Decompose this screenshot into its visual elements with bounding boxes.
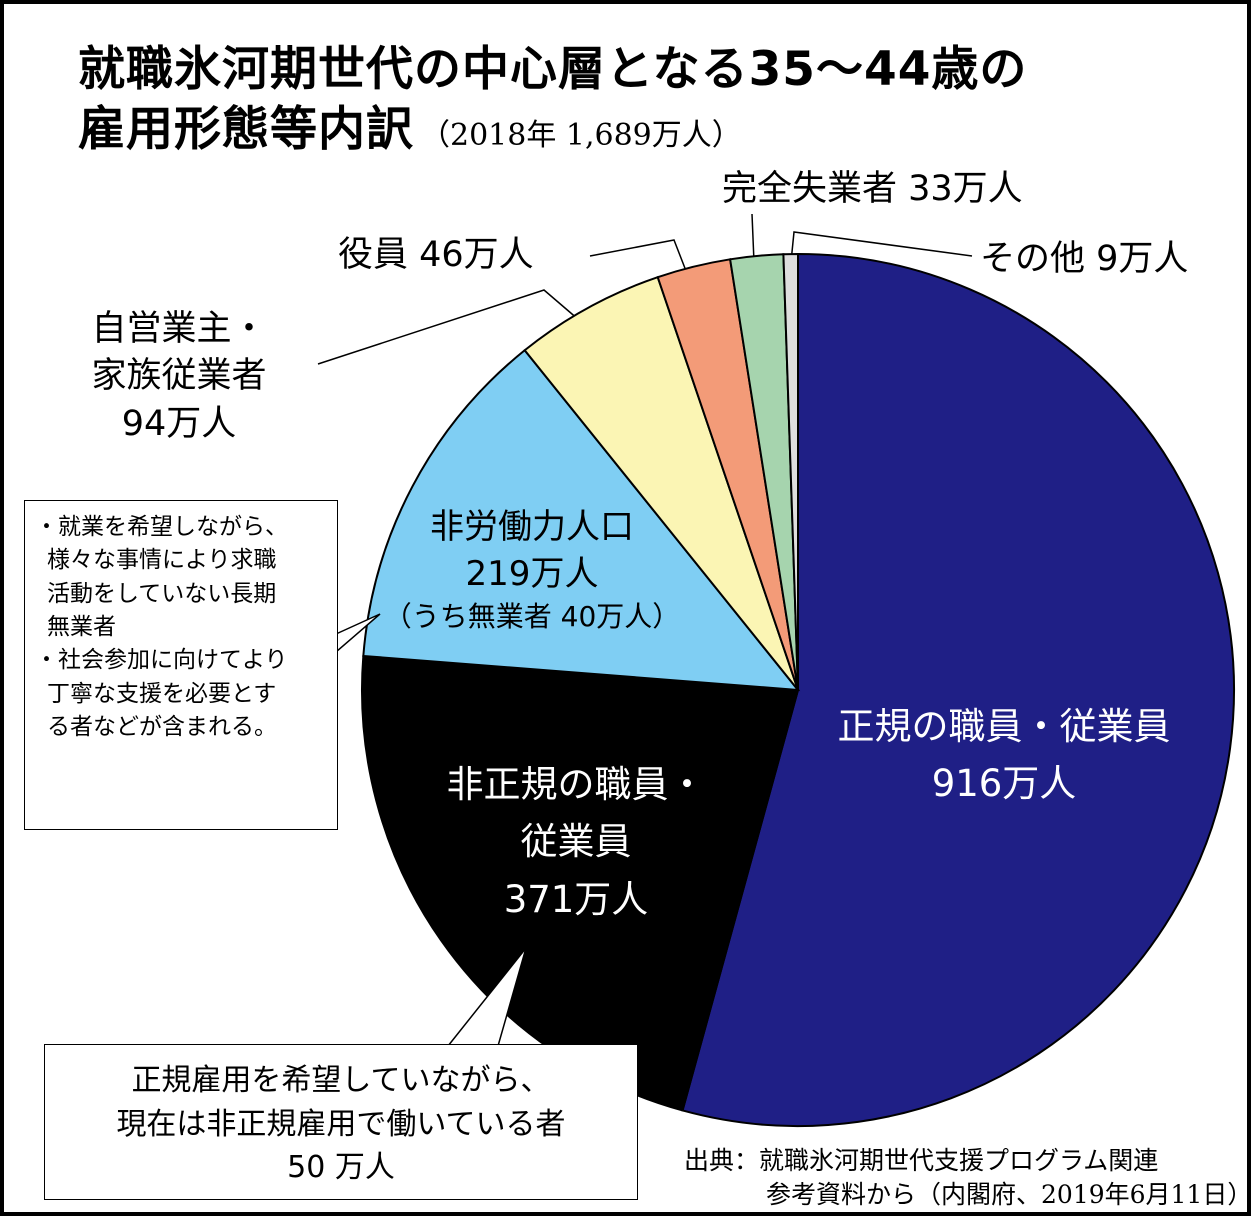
note-left-line: 活動をしていない長期 (47, 580, 277, 607)
pie-slice-3 (523, 275, 799, 691)
slice-label-seiki: 正規の職員・従業員 916万人 (814, 698, 1194, 813)
slice-label-hiseiki-name-1: 非正規の職員・ (446, 763, 706, 806)
chart-title-line2: 雇用形態等内訳 （2018年 1,689万人） (78, 90, 742, 159)
note-left-bullet-2: ・社会参加に向けてより 丁寧な支援を必要とす る者などが含まれる。 (35, 644, 329, 744)
slice-label-yakuin: 役員 46万人 (338, 235, 534, 275)
chart-subtitle: （2018年 1,689万人） (420, 118, 742, 153)
note-bottom-line-2: 現在は非正規雇用で働いている者 (116, 1106, 566, 1142)
slice-label-shitsugyo: 完全失業者 33万人 (722, 169, 1023, 209)
note-left-line: ・社会参加に向けてより (35, 647, 288, 674)
leader-line-shitsugyo (751, 213, 755, 263)
slice-label-jiei-name-1: 自営業主・ (91, 309, 267, 349)
slice-label-seiki-name: 正規の職員・従業員 (837, 705, 1171, 748)
pie-chart (317, 213, 1235, 1127)
source-line-1: 出典：就職氷河期世代支援プログラム関連 (684, 1146, 1159, 1175)
note-left-bullet-1: ・就業を希望しながら、 様々な事情により求職 活動をしていない長期 無業者 (35, 511, 329, 644)
note-bottom-line-3: 50 万人 (287, 1150, 395, 1185)
leader-line-yakuin (589, 239, 689, 277)
note-left-line: る者などが含まれる。 (47, 714, 277, 741)
slice-label-jiei: 自営業主・ 家族従業者 94万人 (54, 306, 304, 448)
pie-slices (360, 252, 1235, 1127)
slice-label-hirodo-name: 非労働力人口 (430, 507, 634, 547)
slice-label-jiei-value: 94万人 (121, 403, 237, 444)
chart-title-line1: 就職氷河期世代の中心層となる35～44歳の (78, 42, 1028, 97)
chart-title-main: 雇用形態等内訳 (78, 102, 414, 157)
note-bottom-line-1: 正規雇用を希望していながら、 (131, 1063, 551, 1098)
pie-slice-0 (681, 252, 1235, 1127)
source-citation: 出典：就職氷河期世代支援プログラム関連 参考資料から（内閣府、2019年6月11… (684, 1144, 1251, 1212)
note-left-line: 様々な事情により求職 (47, 547, 277, 574)
pie-slice-6 (782, 252, 799, 691)
slice-label-hiseiki-value: 371万人 (503, 877, 649, 921)
slice-label-hirodo-value: 219万人 (465, 553, 599, 594)
slice-label-hirodo: 非労働力人口 219万人 （うち無業者 40万人） (372, 504, 692, 636)
slice-label-hirodo-sub: （うち無業者 40万人） (383, 599, 681, 633)
note-left-line: ・就業を希望しながら、 (35, 514, 288, 540)
slice-label-seiki-value: 916万人 (931, 762, 1077, 806)
slice-label-hiseiki-name-2: 従業員 (520, 820, 632, 864)
callout-note-hiseiki: 正規雇用を希望していながら、 現在は非正規雇用で働いている者 50 万人 (44, 1044, 638, 1200)
slice-label-sonota: その他 9万人 (980, 239, 1189, 279)
slice-label-hiseiki: 非正規の職員・ 従業員 371万人 (426, 756, 726, 928)
callout-note-hirodo: ・就業を希望しながら、 様々な事情により求職 活動をしていない長期 無業者 ・社… (24, 500, 338, 830)
slice-label-jiei-name-2: 家族従業者 (91, 356, 267, 397)
source-line-2: 参考資料から（内閣府、2019年6月11日） (766, 1179, 1251, 1209)
note-left-line: 丁寧な支援を必要とす (47, 680, 277, 707)
leader-line-sonota (790, 231, 973, 263)
note-left-line: 無業者 (47, 614, 116, 641)
